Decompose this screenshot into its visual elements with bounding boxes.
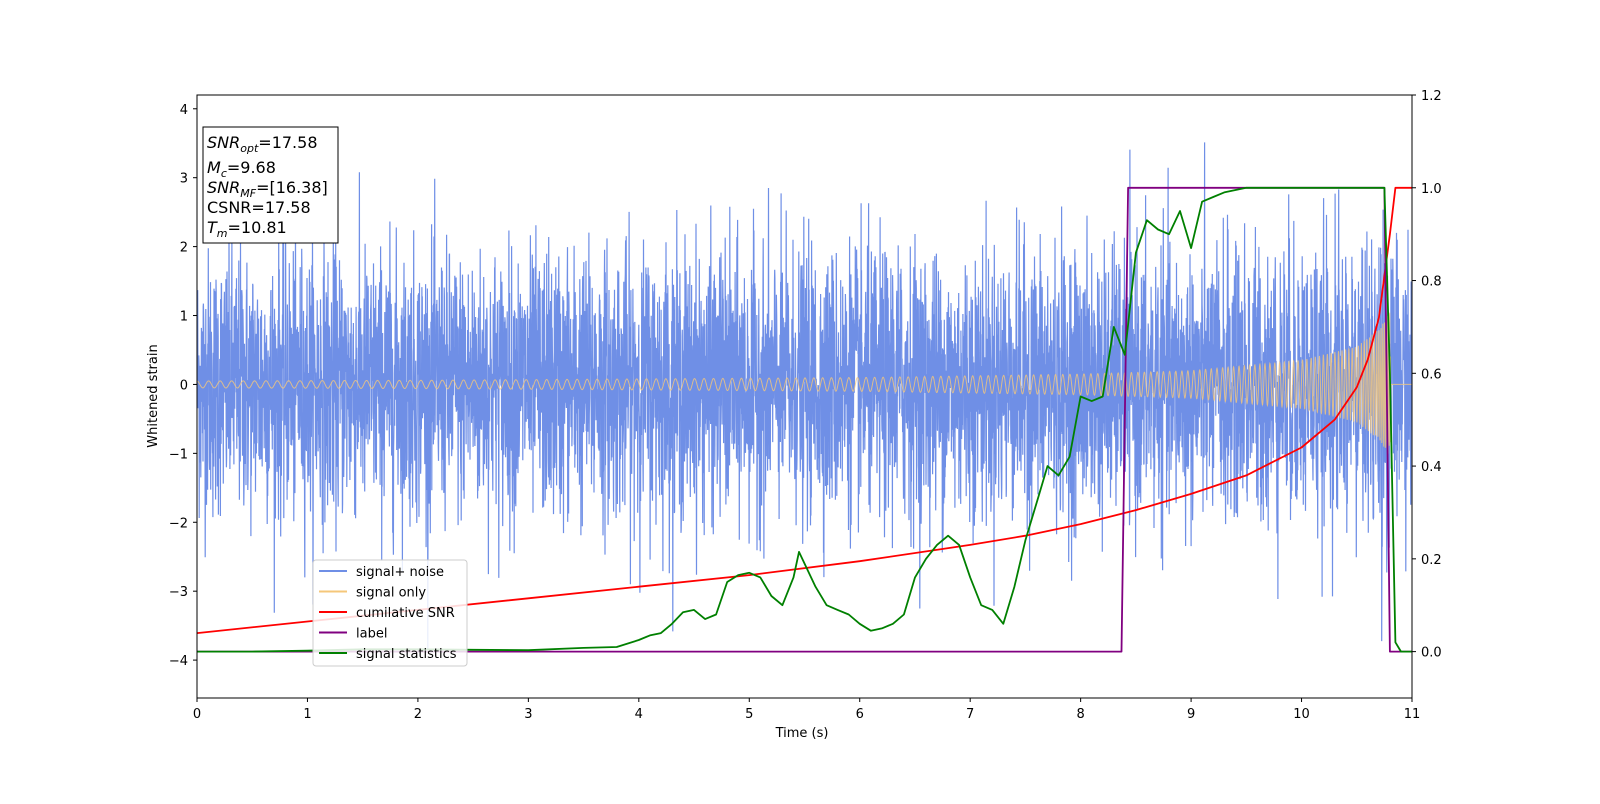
y-left-tick-label: 1 <box>180 310 188 325</box>
y-left-tick-label: −4 <box>169 654 188 669</box>
info-box-line: Mc=9.68 <box>207 158 276 180</box>
series-line-signal-noise <box>197 142 1412 651</box>
x-tick-label: 1 <box>303 707 311 722</box>
y-left-tick-label: 4 <box>180 103 188 118</box>
y-right-tick-label: 0.2 <box>1421 553 1442 568</box>
info-box: SNRopt=17.58 Mc=9.68SNRMF=[16.38]CSNR=17.… <box>202 126 339 244</box>
x-tick-label: 0 <box>193 707 201 722</box>
legend-label: signal+ noise <box>356 565 444 580</box>
x-tick-label: 7 <box>966 707 974 722</box>
y-axis-left: −4 −3 −2 −1 0 1 2 3 4 <box>169 103 197 669</box>
x-tick-label: 8 <box>1076 707 1084 722</box>
series-line-cumilative-snr <box>197 186 1412 634</box>
y-axis-right: 0.0 0.2 0.4 0.6 0.8 1.0 1.2 <box>1412 89 1442 661</box>
x-axis-label: Time (s) <box>775 726 829 741</box>
y-right-tick-label: 0.6 <box>1421 367 1442 382</box>
y-right-tick-label: 0.0 <box>1421 646 1442 661</box>
x-tick-label: 9 <box>1187 707 1195 722</box>
y-axis-label: Whitened strain <box>146 344 161 447</box>
x-tick-label: 10 <box>1293 707 1310 722</box>
x-tick-label: 4 <box>635 707 643 722</box>
y-left-tick-label: −1 <box>169 447 188 462</box>
info-box-line: Tm=10.81 <box>207 218 287 240</box>
y-right-tick-label: 0.8 <box>1421 275 1442 290</box>
legend-label: signal statistics <box>356 647 457 662</box>
y-left-tick-label: −3 <box>169 585 188 600</box>
legend-item-label: label <box>319 627 387 642</box>
info-box-line: SNRopt=17.58 <box>207 133 318 155</box>
y-left-tick-label: 3 <box>180 172 188 187</box>
y-left-tick-label: −2 <box>169 516 188 531</box>
y-right-tick-label: 1.2 <box>1421 89 1442 104</box>
x-tick-label: 5 <box>745 707 753 722</box>
series-line-signal-only <box>197 312 1412 454</box>
x-tick-label: 3 <box>524 707 532 722</box>
info-box-line: SNRMF=[16.38] <box>207 178 328 200</box>
x-tick-label: 11 <box>1404 707 1421 722</box>
legend-label: cumilative SNR <box>356 606 455 621</box>
legend-item-signal-noise: signal+ noise <box>319 565 444 580</box>
y-right-tick-label: 0.4 <box>1421 460 1442 475</box>
legend-item-signal-statistics: signal statistics <box>319 647 457 662</box>
series-layer <box>197 142 1412 653</box>
y-left-tick-label: 2 <box>180 241 188 256</box>
series-line-signal-statistics <box>197 186 1412 653</box>
x-tick-label: 6 <box>856 707 864 722</box>
legend-label: label <box>356 627 387 642</box>
info-box-line: CSNR=17.58 <box>207 198 311 217</box>
legend-frame <box>312 559 468 667</box>
info-box-frame <box>202 126 339 244</box>
y-left-tick-label: 0 <box>180 378 188 393</box>
x-axis: 0 1 2 3 4 5 6 7 8 9 10 11 <box>193 698 1420 722</box>
legend: signal+ noise signal only cumilative SNR la… <box>312 559 468 667</box>
legend-label: signal only <box>356 586 426 601</box>
x-tick-label: 2 <box>414 707 422 722</box>
legend-item-signal-only: signal only <box>319 586 426 601</box>
plot-frame <box>196 94 1413 699</box>
y-right-tick-label: 1.0 <box>1421 182 1442 197</box>
legend-item-cumilative-snr: cumilative SNR <box>319 606 455 621</box>
